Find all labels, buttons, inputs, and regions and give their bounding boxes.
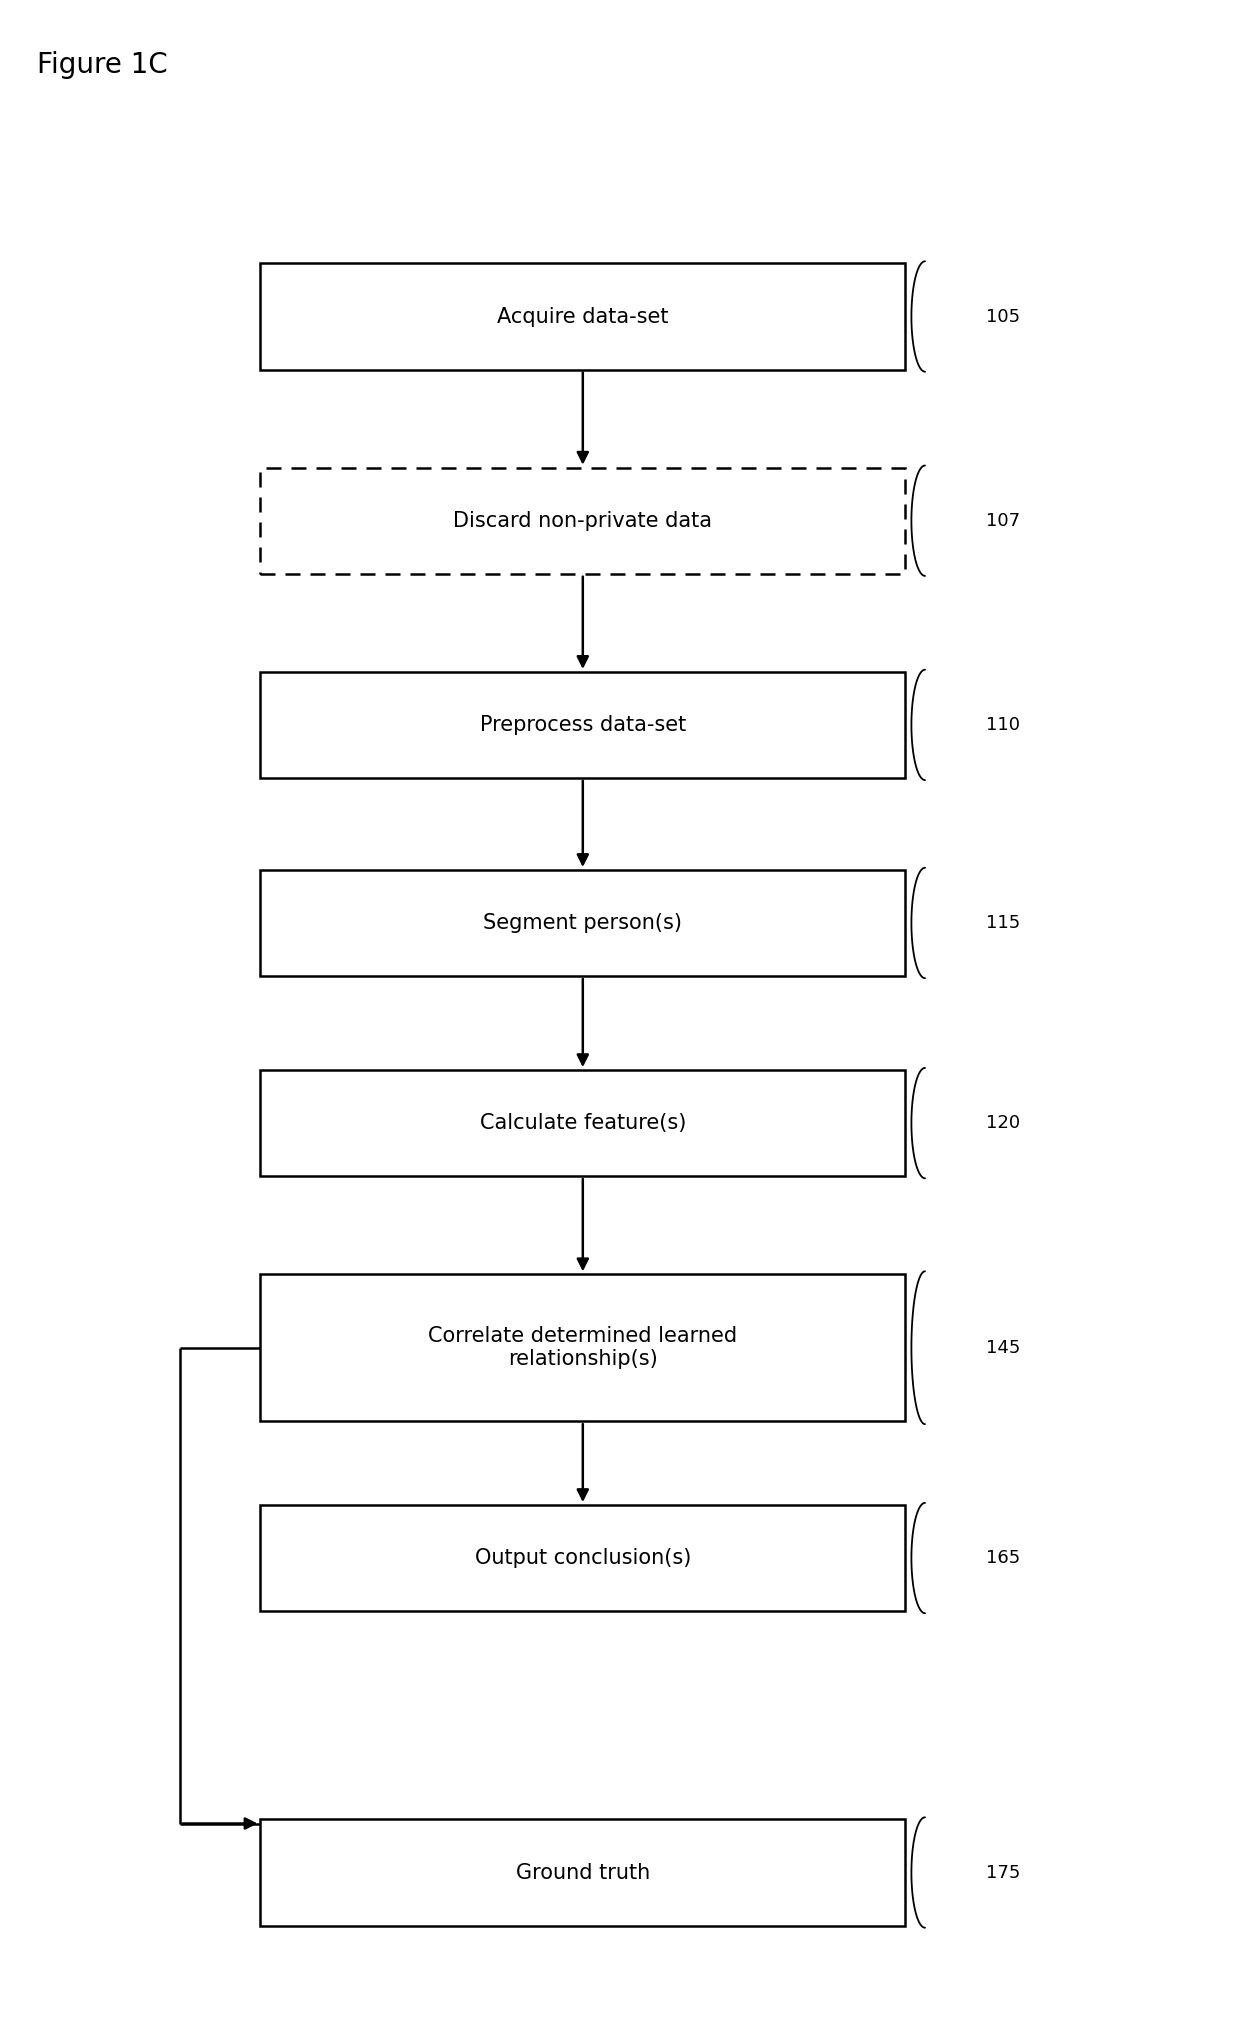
FancyBboxPatch shape [260, 1819, 905, 1926]
FancyBboxPatch shape [260, 468, 905, 574]
Text: 120: 120 [986, 1115, 1021, 1131]
FancyBboxPatch shape [260, 672, 905, 778]
Text: Calculate feature(s): Calculate feature(s) [480, 1113, 686, 1133]
FancyBboxPatch shape [260, 1505, 905, 1611]
Text: Correlate determined learned
relationship(s): Correlate determined learned relationshi… [428, 1325, 738, 1370]
Text: Discard non-private data: Discard non-private data [454, 510, 712, 531]
Text: Figure 1C: Figure 1C [37, 51, 167, 80]
FancyBboxPatch shape [260, 1274, 905, 1421]
Text: 115: 115 [986, 915, 1021, 931]
Text: Acquire data-set: Acquire data-set [497, 306, 668, 327]
Text: Segment person(s): Segment person(s) [484, 913, 682, 933]
Text: 145: 145 [986, 1340, 1021, 1356]
FancyBboxPatch shape [260, 263, 905, 370]
Text: 175: 175 [986, 1864, 1021, 1881]
Text: Ground truth: Ground truth [516, 1862, 650, 1883]
Text: 105: 105 [986, 308, 1021, 325]
FancyBboxPatch shape [260, 1070, 905, 1176]
Text: Output conclusion(s): Output conclusion(s) [475, 1548, 691, 1568]
Text: 107: 107 [986, 513, 1021, 529]
Text: 165: 165 [986, 1550, 1021, 1566]
FancyBboxPatch shape [260, 870, 905, 976]
Text: Preprocess data-set: Preprocess data-set [480, 715, 686, 735]
Text: 110: 110 [986, 717, 1019, 733]
